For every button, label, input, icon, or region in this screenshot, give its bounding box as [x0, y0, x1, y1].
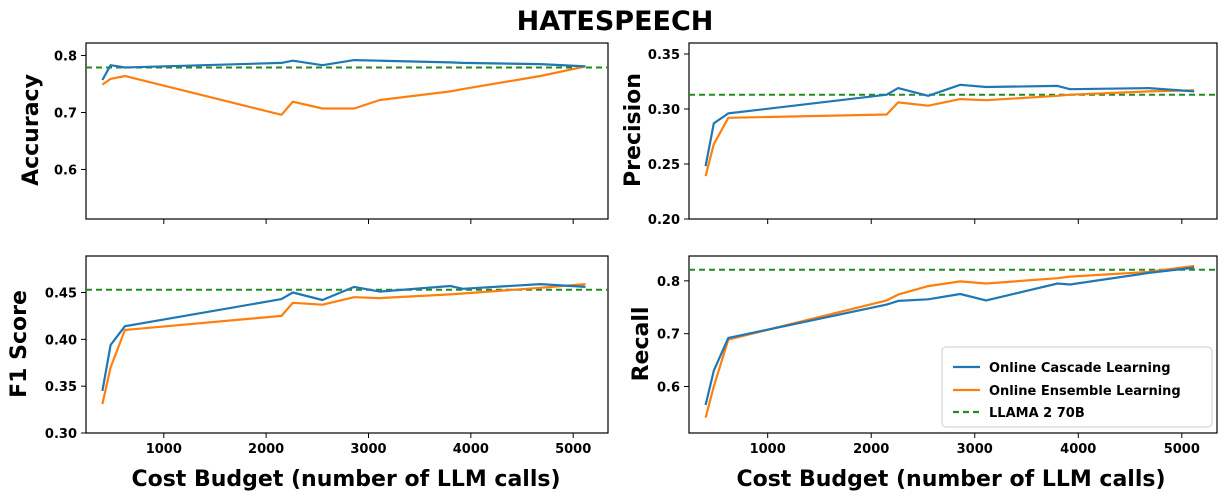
accuracy-ylabel: Accuracy	[19, 74, 44, 186]
f1-score-ytick-label: 0.35	[45, 380, 77, 395]
f1-score-xtick-label: 2000	[248, 442, 284, 457]
accuracy-axes-frame	[85, 42, 609, 220]
f1-score-ytick-label: 0.30	[45, 427, 77, 442]
f1-score-xlabel: Cost Budget (number of LLM calls)	[131, 467, 560, 492]
accuracy-panel: Accuracy 0.6 0.7 0.8	[19, 42, 609, 224]
accuracy-ytick-label: 0.6	[54, 163, 77, 178]
recall-xtick-label: 4000	[1060, 442, 1096, 457]
f1-score-xtick-label: 5000	[555, 442, 591, 457]
f1-score-cascade-line	[101, 283, 586, 392]
precision-cascade-line	[704, 83, 1195, 167]
recall-xlabel: Cost Budget (number of LLM calls)	[736, 467, 1165, 492]
recall-xtick-label: 2000	[853, 442, 889, 457]
f1-score-ytick-label: 0.45	[45, 287, 77, 302]
legend: Online Cascade Learning Online Ensemble …	[941, 346, 1213, 428]
figure-title: HATESPEECH	[517, 6, 714, 37]
precision-ytick-label: 0.20	[648, 213, 680, 228]
recall-ytick-label: 0.6	[657, 381, 680, 396]
precision-ylabel: Precision	[621, 73, 646, 187]
f1-score-panel: F1 Score 1000 2000 3000 4000 5000 0.30 0.35 0.4…	[7, 255, 609, 492]
legend-label-cascade: Online Cascade Learning	[989, 361, 1171, 376]
precision-axes-frame	[688, 42, 1218, 220]
recall-ytick-label: 0.7	[657, 328, 680, 343]
recall-ytick-label: 0.8	[657, 275, 680, 290]
legend-label-baseline: LLAMA 2 70B	[989, 406, 1085, 421]
accuracy-ytick-label: 0.7	[54, 106, 77, 121]
precision-ytick-label: 0.30	[648, 103, 680, 118]
accuracy-ytick-label: 0.8	[54, 50, 77, 65]
accuracy-ensemble-line	[101, 65, 586, 116]
f1-score-axes-frame	[85, 255, 609, 434]
f1-score-xtick-label: 1000	[146, 442, 182, 457]
recall-xtick-label: 3000	[957, 442, 993, 457]
f1-score-ylabel: F1 Score	[7, 290, 32, 398]
precision-ytick-label: 0.25	[648, 158, 680, 173]
precision-ytick-label: 0.35	[648, 48, 680, 63]
recall-ensemble-line	[704, 264, 1195, 418]
recall-ylabel: Recall	[629, 307, 654, 382]
precision-panel: Precision 0.20 0.25 0.30 0.35	[621, 42, 1218, 228]
f1-score-ytick-label: 0.40	[45, 333, 77, 348]
f1-score-xtick-label: 3000	[350, 442, 386, 457]
f1-score-xtick-label: 4000	[453, 442, 489, 457]
recall-xtick-label: 1000	[750, 442, 786, 457]
recall-axes-frame	[688, 255, 1218, 434]
f1-score-ensemble-line	[101, 283, 586, 405]
recall-xtick-label: 5000	[1164, 442, 1200, 457]
legend-box	[941, 346, 1213, 428]
precision-ensemble-line	[704, 89, 1195, 177]
legend-label-ensemble: Online Ensemble Learning	[989, 384, 1181, 399]
recall-cascade-line	[704, 266, 1195, 406]
recall-panel: Recall 1000 2000 3000 4000 5000 0.6 0.7 0.8 Cos…	[629, 255, 1218, 492]
accuracy-cascade-line	[101, 58, 586, 81]
